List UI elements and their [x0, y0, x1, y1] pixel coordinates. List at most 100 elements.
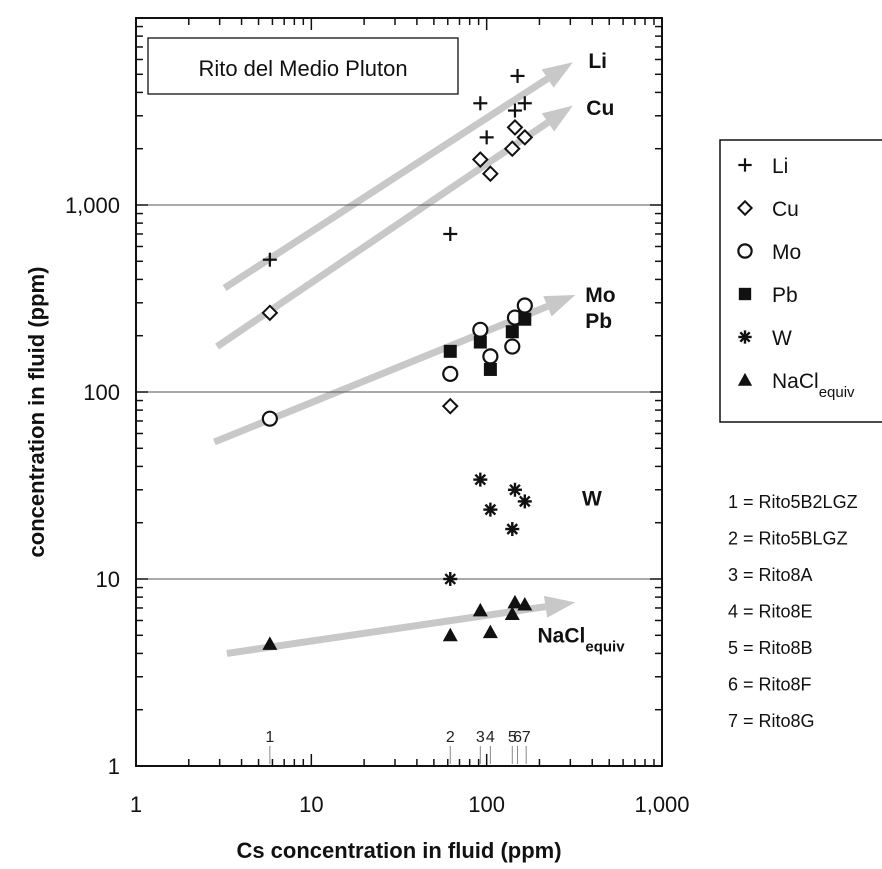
y-axis-title: concentration in fluid (ppm) — [24, 267, 49, 558]
y-tick-label: 100 — [83, 380, 120, 405]
star-marker-ray — [739, 331, 751, 343]
data-point-pb — [518, 312, 532, 326]
series-label-cu: Cu — [586, 97, 614, 120]
diamond-marker-shape — [516, 128, 534, 146]
sample-number-2: 2 — [446, 729, 455, 746]
data-point-li — [517, 96, 532, 111]
diamond-marker-shape — [441, 397, 459, 415]
circle-marker-shape — [442, 365, 459, 382]
diamond-marker-shape — [506, 118, 524, 136]
data-point-mo — [504, 338, 521, 355]
sample-number-3: 3 — [476, 729, 485, 746]
legend-marker-w — [738, 330, 752, 344]
data-point-li — [479, 130, 494, 145]
x-axis-title: Cs concentration in fluid (ppm) — [236, 838, 561, 863]
circle-marker-shape — [482, 348, 499, 365]
data-point-w — [473, 472, 488, 487]
chart-title: Rito del Medio Pluton — [198, 56, 407, 81]
star-marker-ray — [519, 495, 531, 508]
star-marker-ray — [474, 473, 487, 486]
circle-marker-shape — [737, 243, 753, 259]
data-points — [261, 68, 534, 650]
trend-arrowhead-mo — [543, 295, 576, 317]
legend-marker-li — [738, 158, 752, 172]
trend-arrow-naclequiv — [226, 603, 547, 657]
data-point-pb — [505, 325, 519, 339]
trend-arrowhead-cu — [541, 105, 573, 132]
title-box-frame — [147, 37, 459, 95]
star-marker-ray — [506, 523, 519, 535]
diamond-marker-shape — [736, 199, 754, 217]
data-point-li — [443, 226, 458, 241]
data-point-naclequiv — [507, 594, 523, 609]
data-point-mo — [516, 297, 533, 314]
series-label-w: W — [582, 487, 602, 510]
x-tick-label: 1,000 — [634, 792, 689, 817]
sample-key-item-6: 6 = Rito8F — [728, 675, 812, 695]
legend-label-w: W — [772, 327, 792, 350]
data-point-mo — [472, 321, 489, 338]
gridlines — [136, 204, 662, 580]
data-point-cu — [261, 304, 279, 322]
trend-arrow-li — [222, 75, 550, 291]
triangle-marker-shape — [517, 597, 533, 611]
diamond-marker-shape — [503, 140, 521, 158]
chart-title-box: Rito del Medio Pluton — [147, 37, 459, 95]
circle-marker-shape — [504, 338, 521, 355]
circle-marker-shape — [472, 321, 489, 338]
legend-label-subscript: equiv — [819, 384, 855, 401]
square-marker-shape — [738, 287, 752, 301]
data-point-mo — [442, 365, 459, 382]
sample-key-item-7: 7 = Rito8G — [728, 711, 815, 731]
sample-key-item-4: 4 = Rito8E — [728, 602, 813, 622]
data-point-li — [510, 68, 525, 83]
legend-marker-naclequiv — [737, 372, 753, 386]
triangle-marker-shape — [482, 624, 498, 639]
sample-key: 1 = Rito5B2LGZ 2 = Rito5BLGZ 3 = Rito8A 4 =… — [728, 492, 858, 731]
data-point-cu — [481, 165, 499, 183]
y-tick-label: 10 — [96, 567, 120, 592]
series-label-mo: Mo — [585, 284, 615, 307]
triangle-marker-shape — [507, 594, 523, 609]
star-marker-ray — [484, 503, 497, 516]
square-marker-shape — [518, 312, 532, 326]
data-point-w — [517, 494, 532, 509]
data-point-w — [507, 482, 522, 497]
data-point-naclequiv — [442, 627, 458, 642]
sample-number-5: 5 — [508, 729, 517, 746]
data-point-cu — [506, 118, 524, 136]
star-marker-ray — [444, 573, 457, 585]
triangle-marker-shape — [442, 627, 458, 642]
data-point-pb — [443, 344, 457, 358]
series-label-pb: Pb — [585, 310, 612, 333]
star-marker-ray — [509, 483, 521, 496]
square-marker-shape — [443, 344, 457, 358]
legend-label-cu: Cu — [772, 198, 799, 221]
data-point-li — [262, 252, 277, 267]
trend-arrowhead-naclequiv — [543, 595, 576, 618]
series-label-li: Li — [588, 50, 607, 73]
legend-marker-cu — [736, 199, 754, 217]
square-marker-shape — [483, 362, 497, 376]
sample-number-4: 4 — [486, 729, 495, 746]
legend-label-mo: Mo — [772, 241, 801, 264]
diamond-marker-shape — [471, 151, 489, 168]
series-label-nacl: NaClequiv — [538, 624, 626, 655]
data-point-li — [473, 96, 488, 111]
legend-marker-pb — [738, 287, 752, 301]
legend-frame — [719, 139, 882, 423]
triangle-marker-shape — [737, 372, 753, 386]
sample-number-1: 1 — [265, 729, 274, 746]
sample-key-item-1: 1 = Rito5B2LGZ — [728, 492, 858, 512]
data-point-mo — [261, 410, 278, 427]
data-point-cu — [503, 140, 521, 158]
sample-number-7: 7 — [522, 729, 531, 746]
circle-marker-shape — [261, 410, 278, 427]
data-point-naclequiv — [517, 597, 533, 611]
y-tick-label: 1,000 — [65, 193, 120, 218]
triangle-marker-shape — [504, 606, 520, 620]
trend-arrowhead-li — [541, 62, 573, 88]
data-point-w — [443, 572, 458, 586]
data-point-pb — [473, 335, 487, 349]
